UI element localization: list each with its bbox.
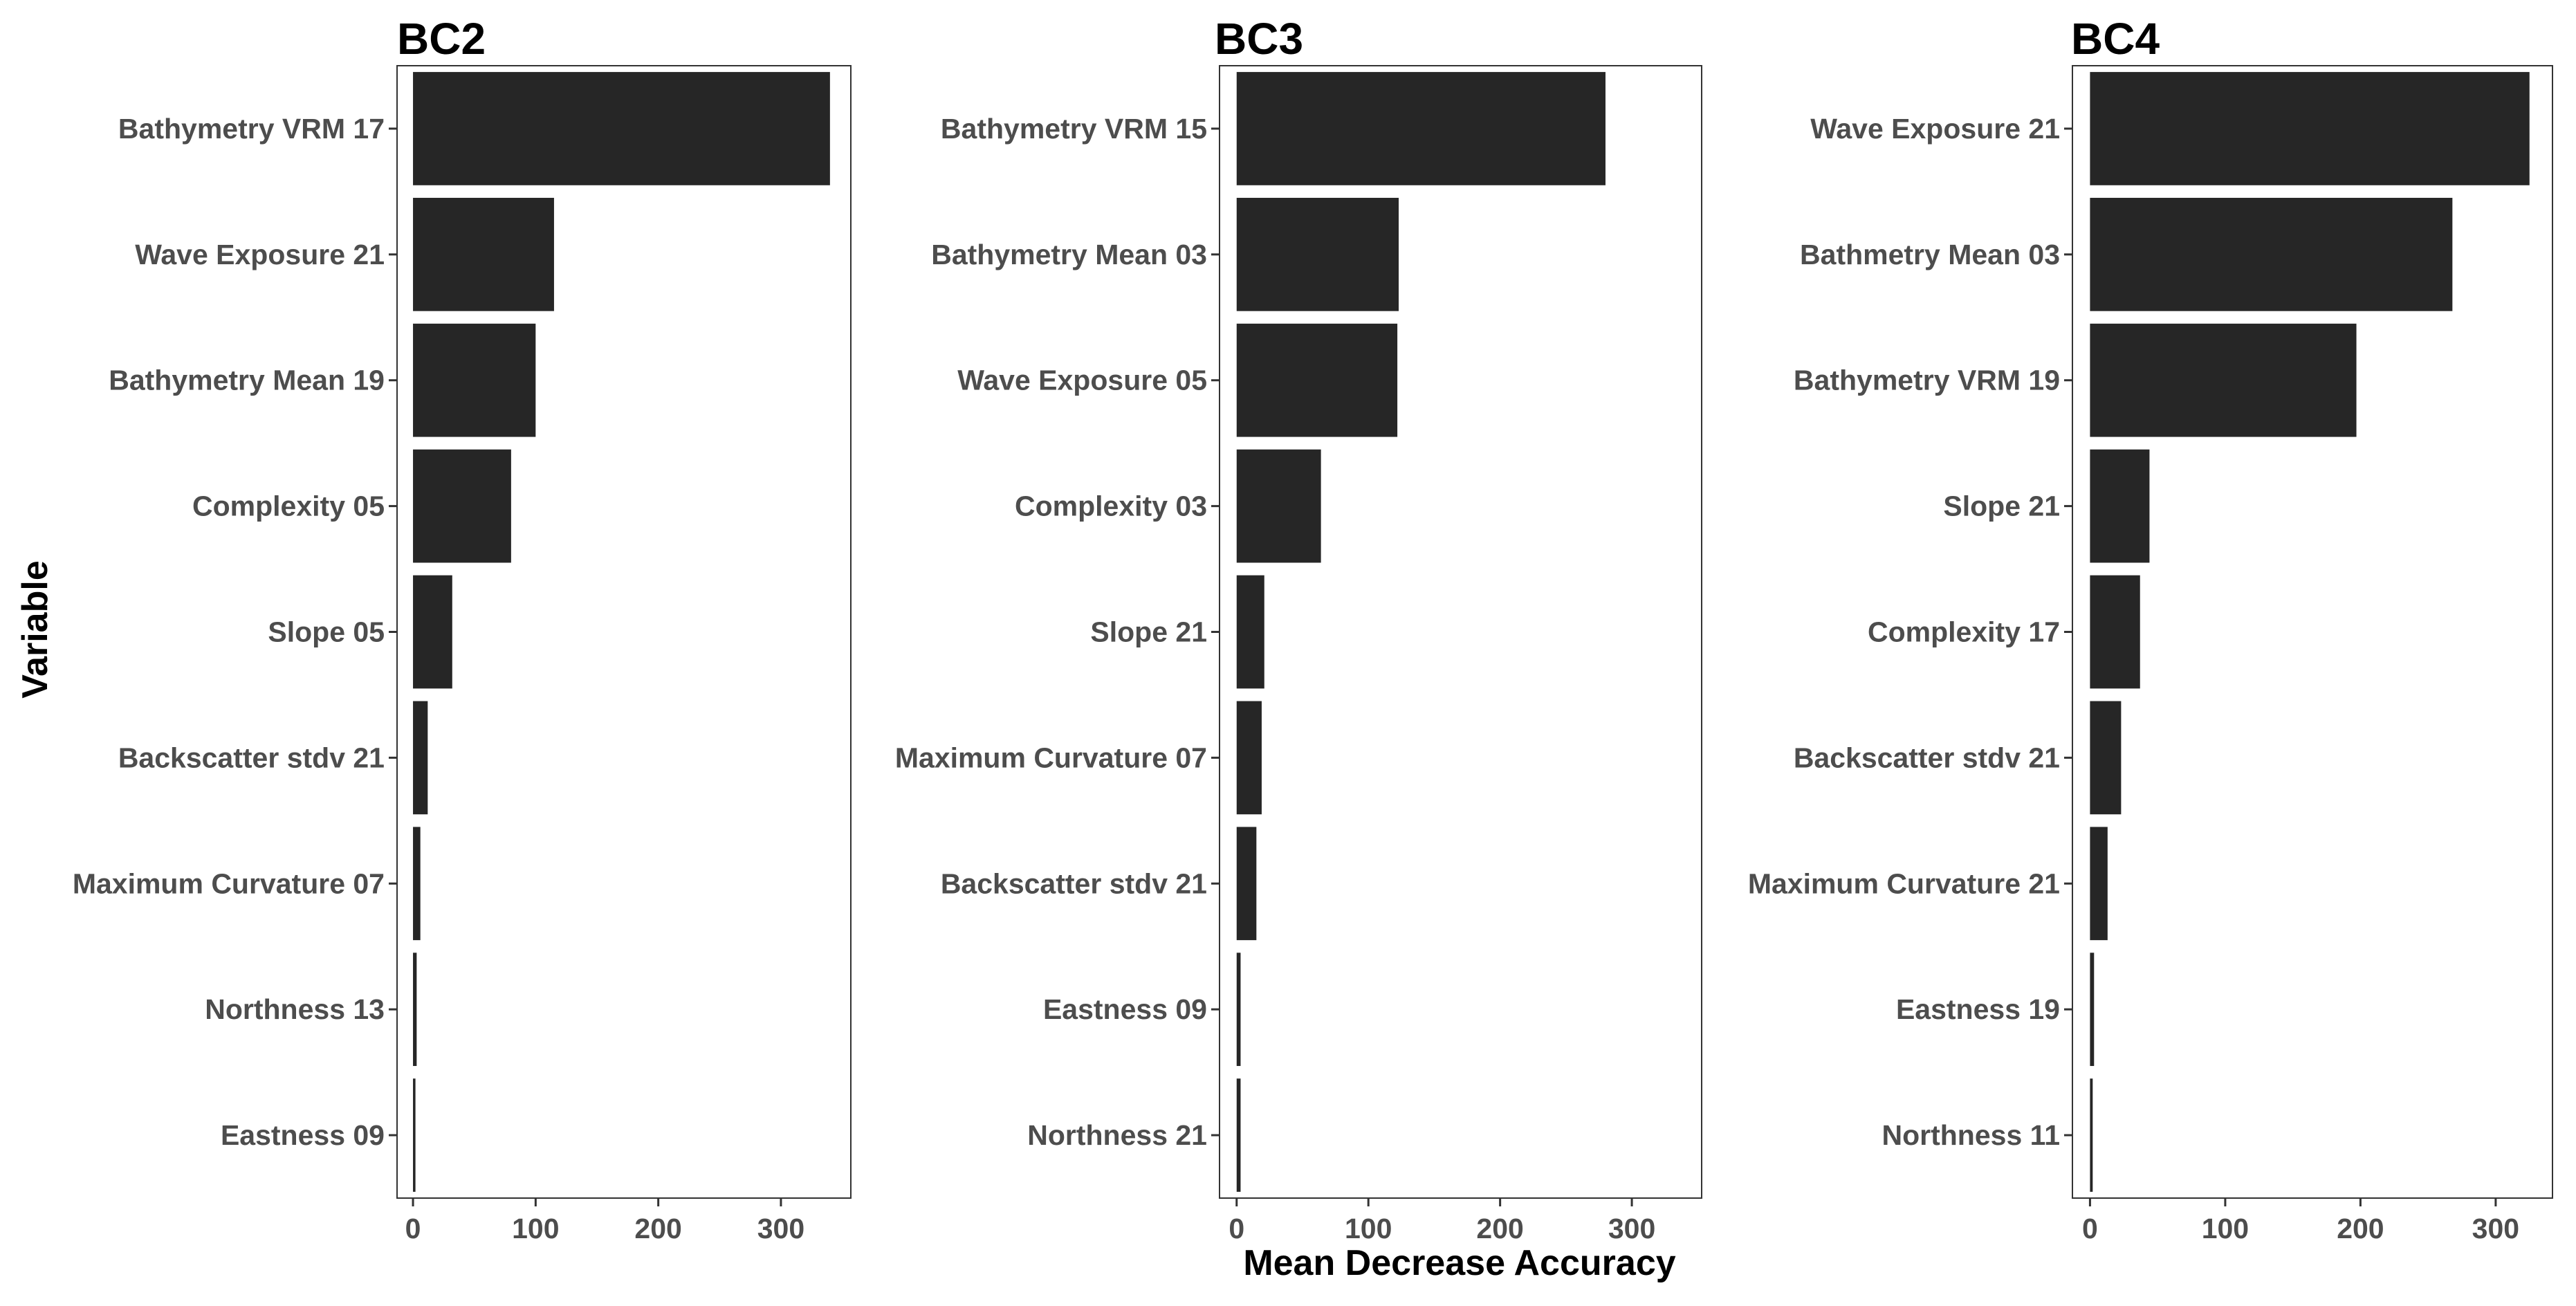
bar bbox=[413, 827, 421, 941]
bar bbox=[2090, 953, 2095, 1067]
category-label: Backscatter stdv 21 bbox=[941, 867, 1207, 899]
category-label: Bathmetry Mean 03 bbox=[1800, 239, 2060, 270]
category-label: Slope 05 bbox=[268, 616, 385, 648]
panel-title: BC4 bbox=[2071, 14, 2160, 64]
panel-border bbox=[1219, 65, 1702, 1199]
category-label: Wave Exposure 21 bbox=[135, 239, 385, 270]
bar bbox=[1236, 323, 1398, 437]
category-label: Northness 11 bbox=[1882, 1119, 2061, 1151]
category-label: Bathymetry VRM 19 bbox=[1794, 365, 2060, 396]
x-tick-label: 0 bbox=[1229, 1213, 1244, 1244]
category-label: Wave Exposure 21 bbox=[1810, 113, 2060, 145]
category-label: Slope 21 bbox=[1090, 616, 1207, 648]
panel-bc3: BC3 Bathymetry VRM 15 Bathymetry Mean 03 Wa… bbox=[895, 14, 1702, 1244]
x-tick-label: 300 bbox=[2472, 1213, 2519, 1244]
panel-title: BC3 bbox=[1215, 14, 1303, 64]
category-label: Slope 21 bbox=[1943, 490, 2060, 522]
bar bbox=[413, 701, 428, 815]
bar bbox=[413, 575, 452, 689]
category-label: Complexity 03 bbox=[1015, 490, 1207, 522]
panel-border bbox=[2072, 65, 2553, 1199]
bar bbox=[1236, 449, 1321, 563]
category-label: Bathymetry Mean 19 bbox=[109, 365, 385, 396]
bar bbox=[1236, 1078, 1241, 1192]
x-axis-title: Mean Decrease Accuracy bbox=[1243, 1243, 1675, 1283]
category-label: Eastness 09 bbox=[221, 1119, 385, 1151]
bar bbox=[413, 449, 511, 563]
bar bbox=[2090, 449, 2150, 563]
bar bbox=[1236, 827, 1257, 941]
x-tick-label: 200 bbox=[634, 1213, 681, 1244]
bar bbox=[1236, 72, 1606, 185]
x-tick-label: 100 bbox=[512, 1213, 559, 1244]
x-tick-label: 100 bbox=[2202, 1213, 2249, 1244]
x-tick-label: 0 bbox=[2082, 1213, 2098, 1244]
category-label: Northness 21 bbox=[1027, 1119, 1207, 1151]
category-label: Bathymetry Mean 03 bbox=[931, 239, 1207, 270]
x-tick-label: 0 bbox=[405, 1213, 421, 1244]
x-tick-label: 200 bbox=[1476, 1213, 1523, 1244]
panel-border bbox=[396, 65, 852, 1199]
x-tick-label: 100 bbox=[1345, 1213, 1392, 1244]
bar bbox=[2090, 1078, 2093, 1192]
bar bbox=[2090, 827, 2108, 941]
category-label: Maximum Curvature 21 bbox=[1748, 867, 2060, 899]
category-label: Backscatter stdv 21 bbox=[1794, 742, 2060, 773]
x-tick-label: 300 bbox=[1608, 1213, 1655, 1244]
bar bbox=[2090, 72, 2530, 185]
category-label: Eastness 19 bbox=[1896, 993, 2060, 1025]
bar bbox=[2090, 701, 2122, 815]
bar bbox=[2090, 575, 2140, 689]
bar bbox=[413, 197, 554, 311]
category-label: Maximum Curvature 07 bbox=[73, 867, 385, 899]
bar bbox=[413, 1078, 416, 1192]
panel-title: BC2 bbox=[397, 14, 486, 64]
panel-bc4: BC4 Wave Exposure 21 Bathmetry Mean 03 Bath… bbox=[1748, 14, 2553, 1244]
bar bbox=[1236, 197, 1399, 311]
category-label: Complexity 05 bbox=[192, 490, 385, 522]
bar bbox=[413, 953, 417, 1067]
x-tick-label: 200 bbox=[2337, 1213, 2384, 1244]
category-label: Bathymetry VRM 17 bbox=[118, 113, 385, 145]
bar bbox=[2090, 197, 2453, 311]
x-tick-label: 300 bbox=[757, 1213, 804, 1244]
bar bbox=[1236, 575, 1264, 689]
category-label: Backscatter stdv 21 bbox=[118, 742, 385, 773]
category-label: Maximum Curvature 07 bbox=[895, 742, 1207, 773]
bar bbox=[1236, 701, 1262, 815]
category-label: Eastness 09 bbox=[1043, 993, 1207, 1025]
category-label: Wave Exposure 05 bbox=[957, 365, 1207, 396]
y-axis-title: Variable bbox=[15, 560, 55, 698]
category-label: Complexity 17 bbox=[1868, 616, 2060, 648]
panel-bc2: BC2 Bathymetry VRM 17 Wave Exposure 21 Bath… bbox=[73, 14, 852, 1244]
category-label: Bathymetry VRM 15 bbox=[941, 113, 1207, 145]
category-label: Northness 13 bbox=[205, 993, 385, 1025]
bar bbox=[413, 72, 830, 185]
bar bbox=[413, 323, 536, 437]
bar bbox=[1236, 953, 1241, 1067]
bar bbox=[2090, 323, 2357, 437]
